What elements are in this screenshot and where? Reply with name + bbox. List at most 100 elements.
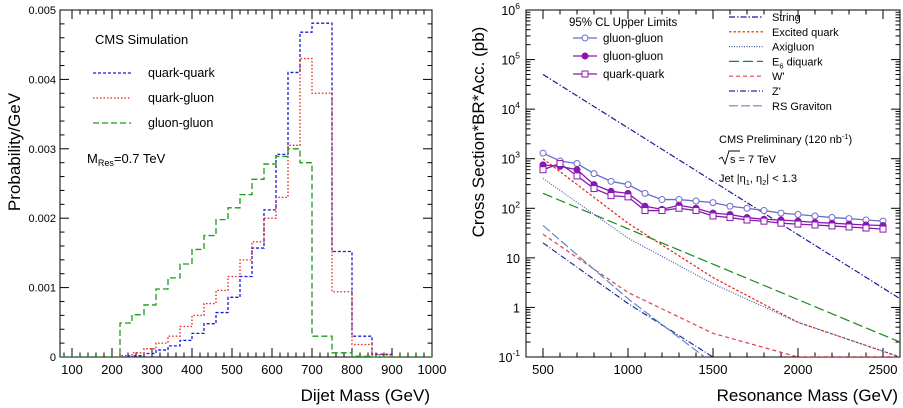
limit-marker-square — [811, 221, 819, 229]
gluon-gluon-histogram — [60, 148, 432, 357]
left-x-ticks: 100 200 300 400 500 600 700 800 900 1000 — [61, 10, 446, 377]
sqrt-sign — [718, 150, 740, 166]
limit-marker-circle — [743, 204, 751, 212]
theory-legend-label: E6 diquark — [772, 56, 823, 70]
limit-marker-square — [828, 222, 836, 230]
theory-curve-e — [542, 192, 900, 343]
left-x-tick-label: 200 — [101, 362, 123, 377]
sqrt-s-label: s = 7 TeV — [718, 150, 777, 166]
right-y-tick-label: 102 — [501, 199, 520, 216]
limit-marker-circle — [675, 196, 683, 204]
left-y-ticks: 0 0.001 0.002 0.003 0.004 0.005 — [28, 5, 432, 364]
limit-marker-square — [539, 166, 547, 174]
left-x-tick-label: 500 — [221, 362, 243, 377]
theory-curve-axigluon — [542, 177, 900, 357]
limit-marker-circle — [607, 177, 615, 185]
limit-marker-circle — [777, 209, 785, 217]
limit-marker-square — [760, 217, 768, 225]
left-x-tick-label: 400 — [181, 362, 203, 377]
left-x-axis-title: Dijet Mass (GeV) — [301, 386, 430, 405]
left-legend-label: gluon-gluon — [148, 116, 213, 130]
theory-curve-rs-graviton — [542, 225, 705, 357]
limit-marker-square — [743, 216, 751, 224]
right-y-tick-label: 103 — [501, 150, 520, 167]
limit-marker-square — [794, 220, 802, 228]
right-x-tick-label: 1000 — [614, 362, 643, 377]
mass-label: MRes=0.7 TeV — [87, 151, 166, 168]
limit-marker-square — [573, 172, 581, 180]
right-y-tick-label: 104 — [501, 100, 520, 117]
limit-marker-square — [862, 224, 870, 232]
limit-marker-circle — [624, 181, 632, 189]
limit-marker-square — [607, 192, 615, 200]
limit-marker-circle — [811, 212, 819, 220]
left-x-tick-label: 100 — [61, 362, 83, 377]
theory-curve-z- — [542, 242, 714, 357]
left-x-tick-label: 700 — [301, 362, 323, 377]
limit-marker-square — [556, 160, 564, 168]
cms-preliminary-label: CMS Preliminary (120 nb-1) — [719, 132, 852, 146]
right-x-tick-label: 2000 — [784, 362, 813, 377]
left-histograms — [60, 22, 432, 357]
right-x-tick-label: 500 — [532, 362, 554, 377]
limit-marker-circle — [692, 197, 700, 205]
right-limit-curves — [539, 149, 887, 233]
left-legend-label: quark-gluon — [148, 91, 214, 105]
limits-legend-label: quark-quark — [603, 69, 665, 81]
right-x-ticks: 500 1000 1500 2000 2500 — [525, 10, 901, 377]
limit-marker-circle — [658, 196, 666, 204]
left-y-tick-label: 0.002 — [28, 213, 56, 225]
limits-legend-label: gluon-gluon — [603, 51, 663, 63]
theory-curve-string — [542, 73, 900, 300]
limit-marker-circle — [581, 34, 589, 42]
right-y-tick-label: 1 — [513, 301, 520, 315]
limit-marker-filled — [573, 166, 581, 174]
cms-simulation-label: CMS Simulation — [95, 32, 188, 47]
theory-legend-label: String — [772, 12, 801, 24]
theory-legend-label: RS Graviton — [772, 101, 832, 113]
right-x-tick-label: 1500 — [699, 362, 728, 377]
limit-marker-square — [641, 207, 649, 215]
left-y-axis-title: Probability/GeV — [5, 92, 24, 211]
right-y-tick-label: 105 — [501, 51, 520, 68]
right-x-axis-title: Resonance Mass (GeV) — [717, 386, 898, 405]
limit-marker-circle — [539, 149, 547, 157]
limit-marker-circle — [573, 160, 581, 168]
limit-marker-circle — [760, 207, 768, 215]
theory-curve-w- — [542, 233, 900, 357]
limit-marker-square — [658, 207, 666, 215]
sqrt-s-text: s = 7 TeV — [730, 154, 777, 166]
left-plot-frame — [59, 9, 433, 358]
limit-marker-square — [581, 70, 589, 78]
theory-curve-excited-quark — [542, 158, 900, 357]
limit-marker-circle — [590, 170, 598, 178]
limit-marker-square — [726, 214, 734, 222]
limit-marker-filled — [581, 52, 589, 60]
left-chart: 100 200 300 400 500 600 700 800 900 1000 0 0.001 0.… — [5, 5, 446, 405]
limit-marker-circle — [828, 214, 836, 222]
limit-marker-square — [879, 225, 887, 233]
right-theory-curves — [542, 73, 900, 357]
theory-legend-label: Excited quark — [772, 27, 839, 39]
limit-marker-square — [675, 204, 683, 212]
left-y-tick-label: 0.001 — [28, 283, 56, 295]
right-chart: 500 1000 1500 2000 2500 10-11101021031041051… — [469, 1, 901, 405]
quark-quark-histogram — [60, 22, 432, 357]
left-x-tick-label: 800 — [341, 362, 363, 377]
limits-legend-label: gluon-gluon — [603, 33, 663, 45]
right-y-tick-label: 10 — [506, 252, 520, 266]
theory-legend-label: Z' — [772, 86, 781, 98]
left-legend: quark-quark quark-gluon gluon-gluon — [93, 66, 215, 130]
limit-marker-square — [692, 207, 700, 215]
limit-marker-circle — [726, 202, 734, 210]
jet-eta-label: Jet |η1, η2| < 1.3 — [719, 173, 797, 187]
limit-marker-square — [709, 212, 717, 220]
right-y-ticks: 10-1 1 10 102 103 104 105 106 — [499, 1, 900, 365]
limit-marker-square — [845, 223, 853, 231]
theory-legend-label: Axigluon — [772, 42, 814, 54]
right-y-tick-label: 10-1 — [499, 348, 521, 365]
left-y-tick-label: 0.005 — [28, 5, 56, 17]
limit-marker-square — [777, 219, 785, 227]
